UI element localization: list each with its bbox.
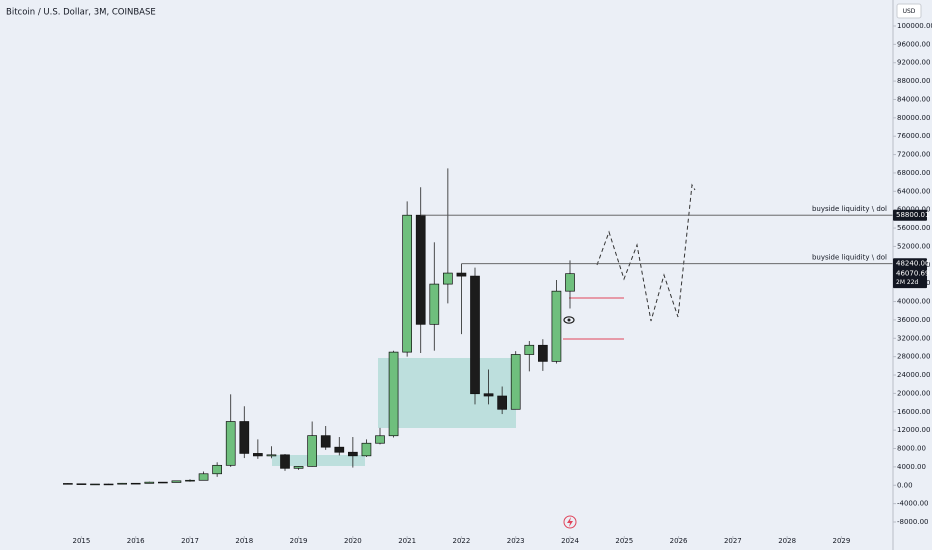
x-tick-label: 2022 (453, 537, 471, 545)
x-tick-label: 2023 (507, 537, 525, 545)
x-tick-label: 2026 (670, 537, 688, 545)
y-tick-label: 32000.00 (897, 334, 930, 342)
y-tick-label: 56000.00 (897, 224, 930, 232)
plot-area: buyside liquidity \ dol buyside liquidity… (63, 168, 893, 529)
candle-body (253, 453, 263, 457)
y-tick-label: 52000.00 (897, 242, 930, 250)
candle-body (144, 481, 155, 484)
y-tick-label: -4000.00 (897, 500, 928, 508)
y-tick-label: 4000.00 (897, 463, 926, 471)
y-tick-label: 28000.00 (897, 353, 930, 361)
candle-body (293, 466, 304, 469)
candle-body (456, 272, 467, 277)
y-tick-label: 24000.00 (897, 371, 930, 379)
last-price-label: 46070.69 (896, 270, 929, 278)
y-tick-label: -8000.00 (897, 518, 928, 526)
y-tick-label: 96000.00 (897, 40, 930, 48)
candle-body (212, 464, 222, 475)
x-tick-label: 2016 (127, 537, 145, 545)
eye-icon (563, 316, 575, 324)
price-tag (893, 209, 927, 221)
x-tick-label: 2020 (344, 537, 362, 545)
candle-body (103, 483, 114, 486)
candle-body (158, 481, 168, 484)
candle-body (375, 435, 385, 444)
last-price-tag (893, 268, 927, 289)
candle-body (497, 395, 507, 410)
x-tick-label: 2029 (833, 537, 851, 545)
y-tick-label: 72000.00 (897, 151, 930, 159)
candle-body (130, 482, 141, 485)
candle-body (307, 435, 317, 467)
candle-body (266, 454, 277, 457)
currency-button[interactable] (896, 3, 922, 19)
candle-body (280, 454, 290, 469)
x-tick-label: 2015 (73, 537, 91, 545)
x-tick-label: 2025 (615, 537, 633, 545)
candle-body (185, 479, 195, 482)
level-text: buyside liquidity \ dol (812, 205, 887, 213)
zone-box (378, 358, 516, 428)
candle-body (334, 446, 345, 453)
chart-title: Bitcoin / U.S. Dollar, 3M, COINBASE (6, 8, 156, 18)
y-tick-label: 64000.00 (897, 187, 930, 195)
y-tick-label: 16000.00 (897, 408, 930, 416)
candle-body (388, 351, 399, 437)
candle-body (510, 354, 521, 410)
candle-body (171, 480, 182, 483)
currency: USD (903, 8, 916, 15)
candle-body (76, 483, 87, 485)
y-tick-label: 20000.00 (897, 389, 930, 397)
candle-body (524, 344, 535, 355)
candle-body (470, 275, 480, 395)
zone-box (272, 455, 365, 466)
y-tick-label: 60000.00 (897, 206, 930, 214)
candle-body (117, 482, 127, 485)
y-tick-label: 40000.00 (897, 298, 930, 306)
price-tag-label: 58800.01 (896, 211, 929, 219)
candle-body (361, 442, 372, 457)
candle-body (415, 214, 426, 325)
x-tick-label: 2021 (398, 537, 416, 545)
x-tick-label: 2028 (778, 537, 796, 545)
candle-body (198, 473, 209, 481)
x-tick-label: 2017 (181, 537, 199, 545)
y-tick-label: 8000.00 (897, 445, 926, 453)
y-tick-label: 76000.00 (897, 132, 930, 140)
y-tick-label: 0.00 (897, 481, 913, 489)
y-tick-label: 84000.00 (897, 95, 930, 103)
candle-body (538, 344, 548, 362)
y-tick-label: 80000.00 (897, 114, 930, 122)
candle-body (429, 283, 440, 325)
y-tick-label: 88000.00 (897, 77, 930, 85)
y-tick-label: 68000.00 (897, 169, 930, 177)
y-tick-label: 92000.00 (897, 59, 930, 67)
candle-body (443, 272, 453, 285)
candle-body (90, 483, 100, 486)
candle-body (551, 290, 562, 362)
y-tick-label: 100000.00 (897, 22, 932, 30)
price-tag (893, 258, 927, 270)
price-tag-label: 48240.00 (896, 260, 929, 268)
candle-body (402, 214, 412, 353)
candle-body (348, 451, 358, 457)
candle-body (239, 421, 250, 454)
y-tick-label: 12000.00 (897, 426, 930, 434)
event-icon[interactable] (563, 515, 577, 529)
countdown: 2M 22d (896, 279, 919, 286)
x-tick-label: 2024 (561, 537, 579, 545)
x-tick-label: 2018 (235, 537, 253, 545)
candle-body (320, 435, 331, 448)
candle-body (63, 483, 73, 485)
y-tick-label: 36000.00 (897, 316, 930, 324)
candle-body (565, 273, 575, 292)
x-tick-label: 2019 (290, 537, 308, 545)
candle-body (483, 393, 494, 397)
level-text: buyside liquidity \ dol (812, 254, 887, 262)
projection-path (596, 183, 696, 322)
x-tick-label: 2027 (724, 537, 742, 545)
candle-body (225, 421, 236, 466)
